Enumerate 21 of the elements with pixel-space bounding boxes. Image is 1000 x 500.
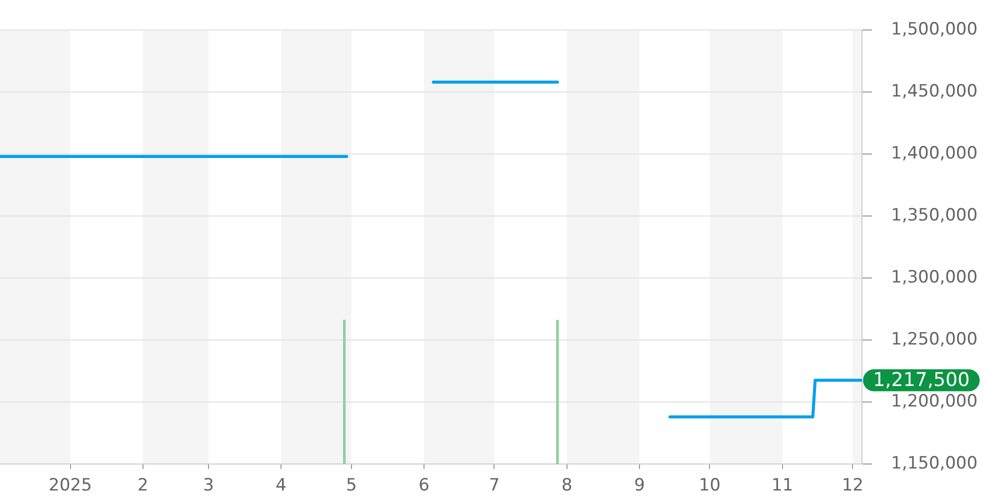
x-tick-label: 2 <box>137 476 148 496</box>
y-tick-label: 1,400,000 <box>891 143 978 164</box>
y-tick-label: 1,150,000 <box>891 453 978 474</box>
x-tick-label: 3 <box>203 476 214 496</box>
x-tick-label: 5 <box>346 476 357 496</box>
x-tick-label: 4 <box>276 476 286 496</box>
y-tick-label: 1,350,000 <box>891 205 978 226</box>
x-tick-label: 7 <box>488 476 500 496</box>
y-tick-label: 1,250,000 <box>891 329 978 350</box>
x-tick-label: 11 <box>772 476 794 496</box>
y-tick-label: 1,500,000 <box>891 19 978 40</box>
y-tick-label: 1,450,000 <box>891 81 978 102</box>
x-tick-label: 8 <box>561 476 572 496</box>
y-tick-label: 1,200,000 <box>891 391 978 412</box>
annotation: 1,217,500 <box>873 369 970 392</box>
x-tick-label: 2025 <box>48 476 92 496</box>
x-tick-label: 9 <box>634 476 645 496</box>
x-tick-label: 12 <box>842 476 864 496</box>
x-tick-label: 6 <box>418 476 430 496</box>
y-tick-label: 1,300,000 <box>891 267 978 288</box>
x-tick-label: 10 <box>698 476 721 496</box>
